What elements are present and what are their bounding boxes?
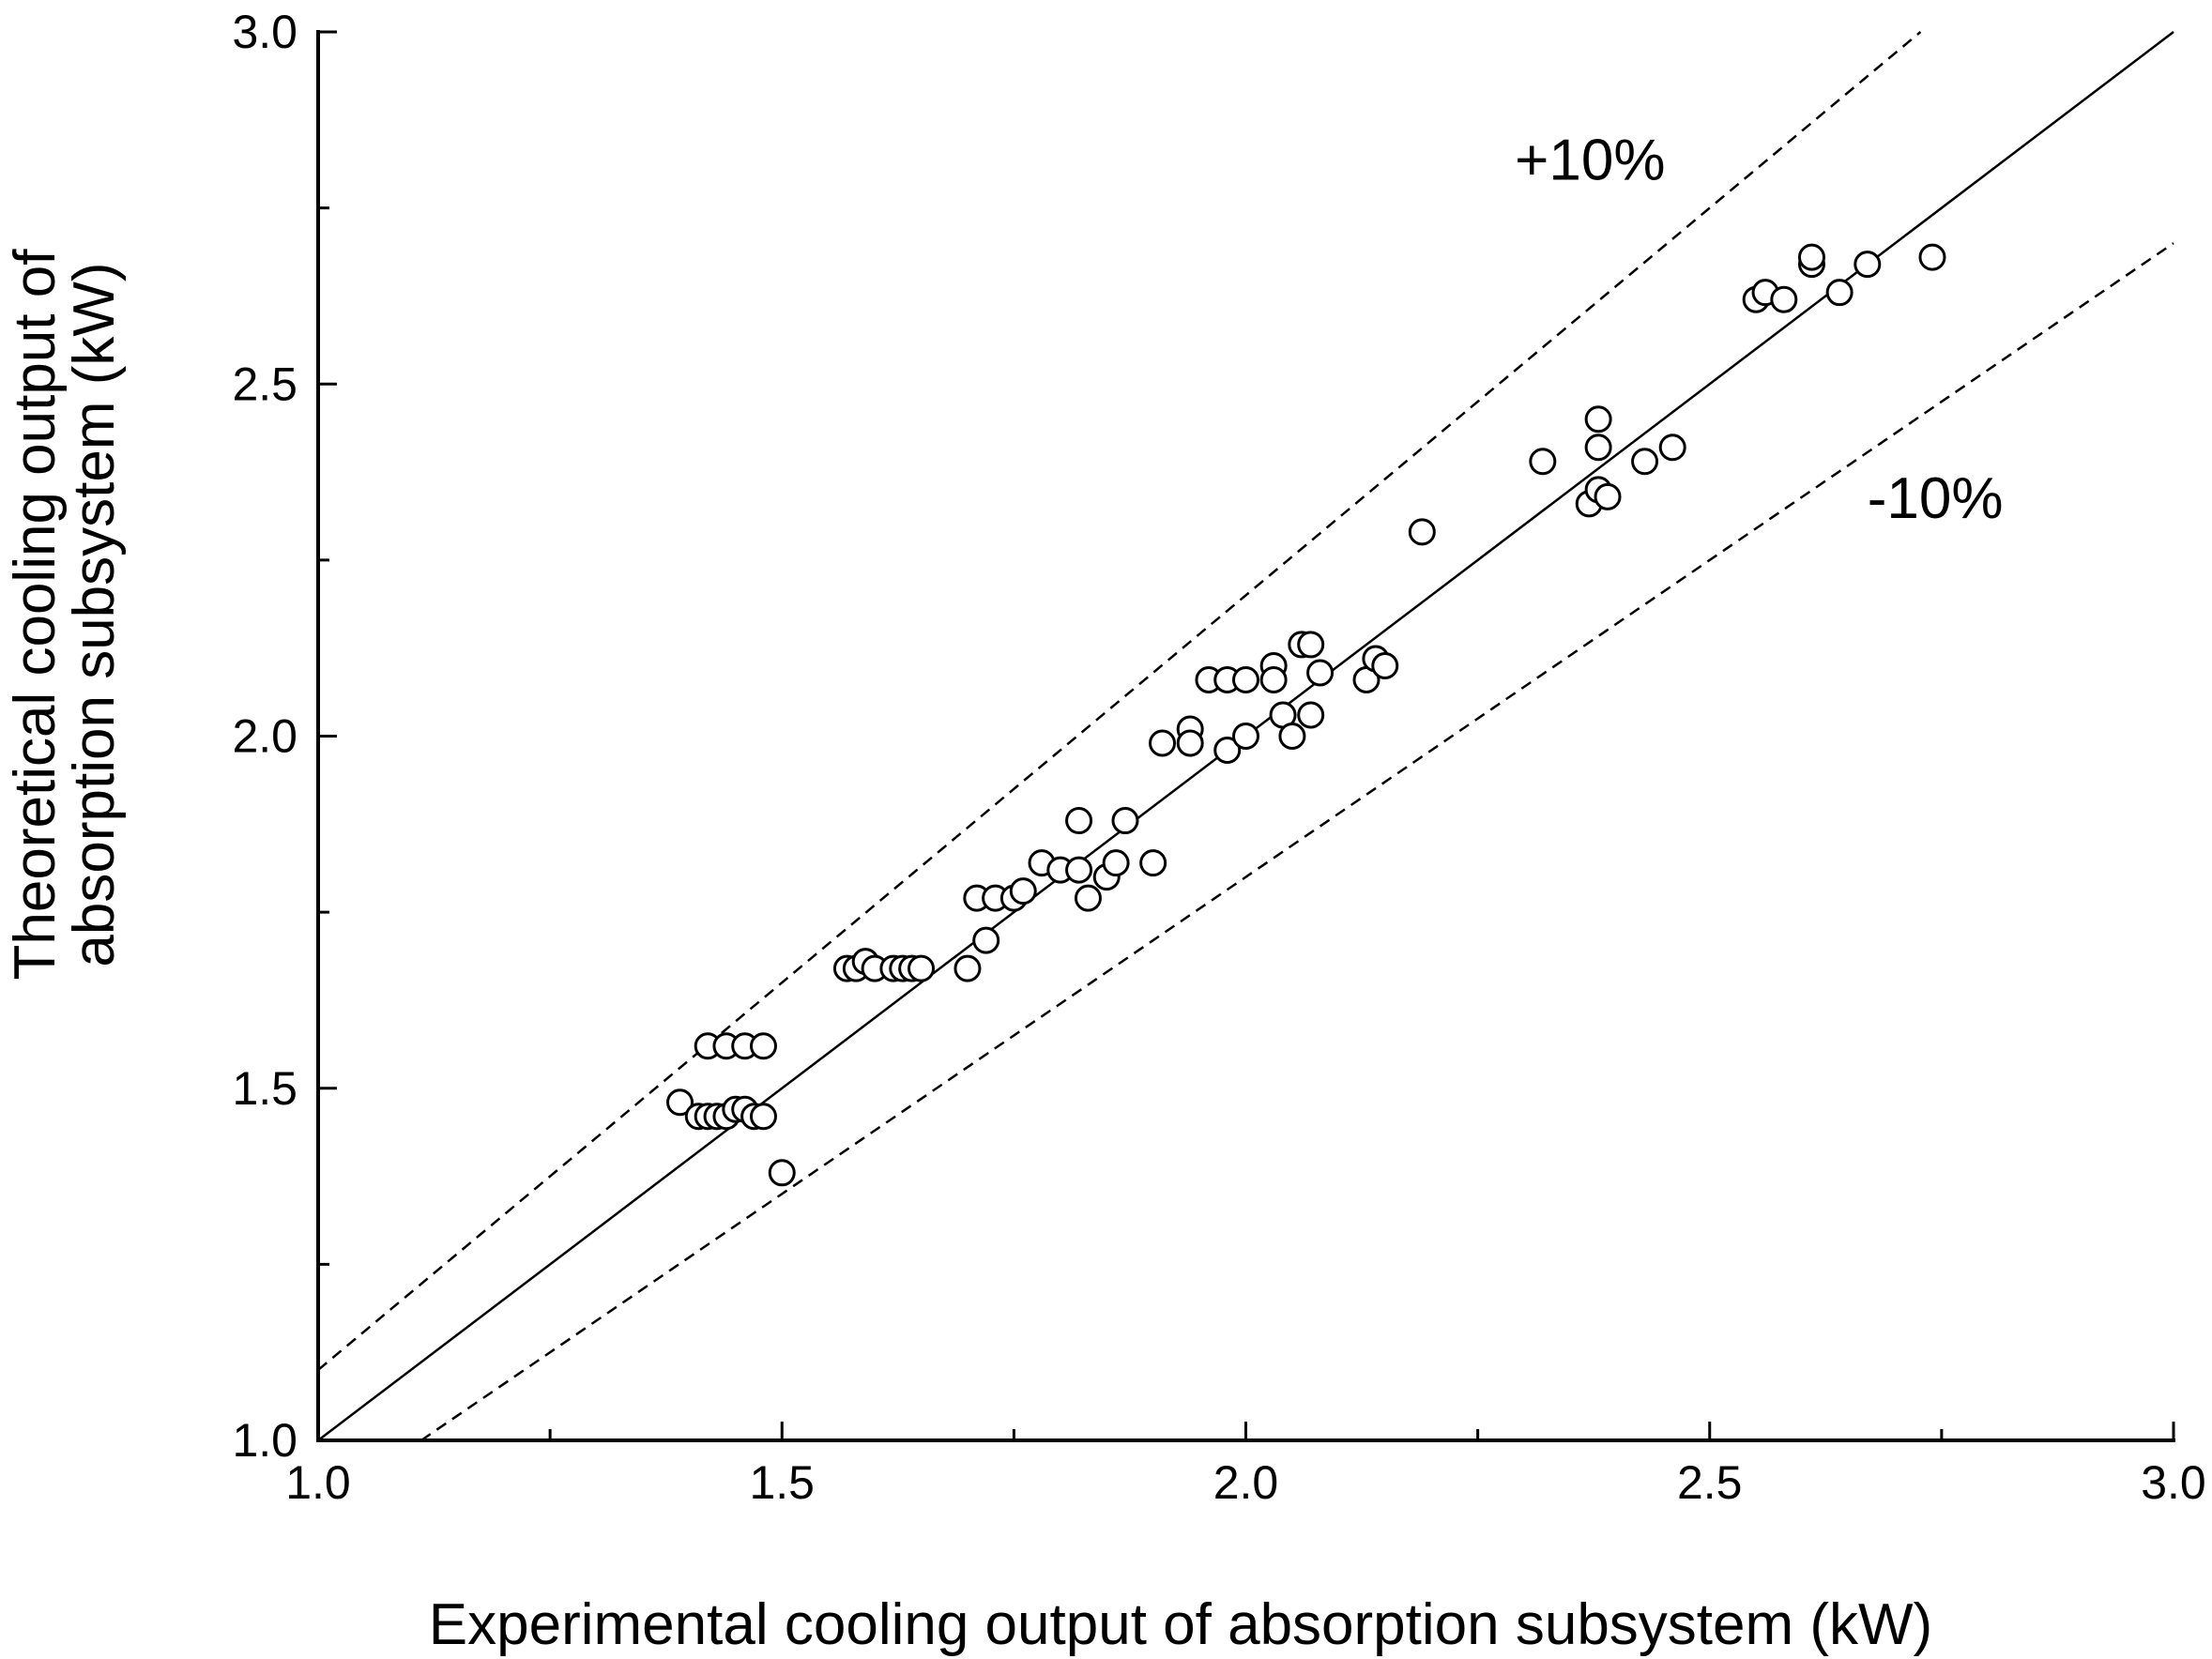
- reference-line-2: [420, 242, 2174, 1442]
- data-point: [768, 1159, 796, 1187]
- y-tick-label: 3.0: [232, 6, 297, 58]
- data-point: [1306, 659, 1335, 687]
- data-point: [1408, 518, 1436, 546]
- data-point: [1065, 807, 1093, 835]
- x-tick-label: 1.5: [749, 1456, 815, 1509]
- x-tick-label: 3.0: [2141, 1456, 2206, 1509]
- data-point: [1631, 448, 1659, 476]
- data-point: [1797, 243, 1825, 271]
- y-tick-label: 2.5: [232, 358, 297, 410]
- y-tick-label: 1.5: [232, 1062, 297, 1115]
- data-point: [666, 1088, 694, 1117]
- y-axis-title-line-2: absorption subsystem (kW): [62, 262, 127, 966]
- data-point: [953, 954, 982, 982]
- data-point: [1278, 723, 1306, 750]
- y-axis-title-line-1: Theoretical cooling output of: [3, 249, 68, 981]
- data-point: [1065, 856, 1093, 884]
- data-point: [1918, 243, 1946, 271]
- data-point: [1297, 701, 1325, 729]
- data-point: [1259, 665, 1288, 693]
- data-point: [1584, 434, 1612, 462]
- data-point: [972, 926, 1000, 954]
- data-point: [749, 1103, 777, 1131]
- axes: [316, 30, 2175, 1442]
- data-point: [1371, 651, 1399, 679]
- annotation-minus-10: -10%: [1868, 466, 2004, 531]
- data-point: [908, 954, 936, 982]
- data-point: [1176, 729, 1204, 757]
- annotation-plus-10: +10%: [1515, 129, 1665, 193]
- data-point: [1213, 737, 1242, 765]
- data-point: [1297, 631, 1325, 659]
- data-point: [1111, 807, 1139, 835]
- data-point: [1074, 884, 1102, 912]
- data-point: [1529, 448, 1557, 476]
- data-point: [1232, 665, 1259, 693]
- data-point: [749, 1032, 777, 1060]
- data-point: [1139, 849, 1167, 877]
- data-point: [1825, 279, 1854, 307]
- data-point: [1770, 285, 1798, 313]
- y-tick-label: 1.0: [232, 1414, 297, 1467]
- y-tick-label: 2.0: [232, 710, 297, 763]
- data-point: [1009, 877, 1037, 906]
- data-point: [1658, 434, 1686, 462]
- data-point: [1594, 482, 1622, 510]
- data-point: [1854, 251, 1882, 279]
- data-point: [1102, 849, 1130, 877]
- data-point: [1232, 723, 1259, 750]
- reference-line-1: [317, 31, 1922, 1371]
- data-points: [666, 243, 1946, 1187]
- x-axis-title: Experimental cooling output of absorptio…: [429, 1592, 1932, 1657]
- data-point: [1149, 729, 1177, 757]
- x-tick-label: 1.0: [285, 1456, 351, 1509]
- data-point: [1584, 405, 1612, 434]
- tick-labels: 1.0 1.5 2.0 2.5 3.0 1.0 1.5 2.0 2.5 3.0: [232, 6, 2205, 1509]
- x-tick-label: 2.0: [1213, 1456, 1279, 1509]
- x-tick-label: 2.5: [1677, 1456, 1743, 1509]
